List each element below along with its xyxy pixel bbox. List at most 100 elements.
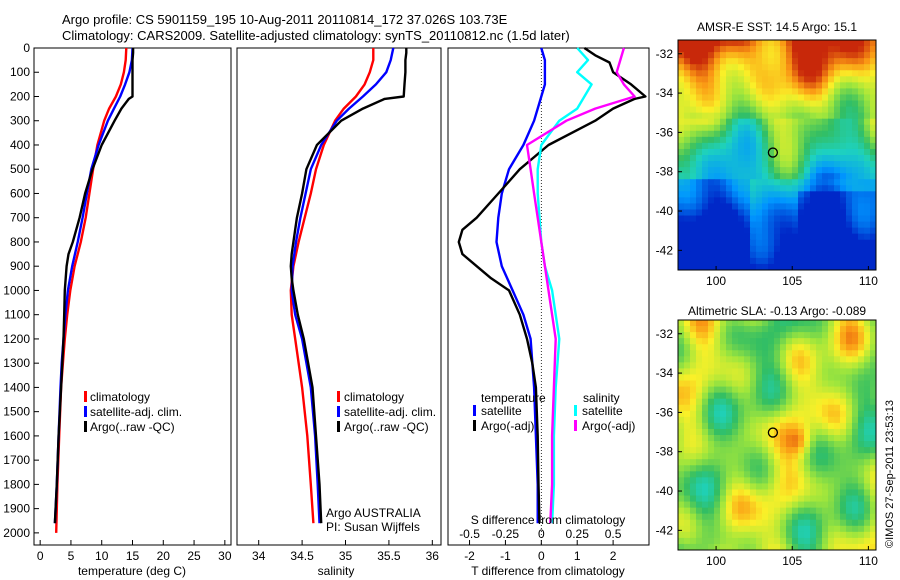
map-cell [738,227,745,235]
map-cell [696,82,703,90]
map-cell [768,495,775,503]
map-cell [738,197,745,205]
map-cell [774,398,781,406]
map-cell [750,245,757,253]
map-cell [714,82,721,90]
map-cell [834,368,841,376]
map-cell [750,161,757,168]
map-cell [678,227,685,235]
map-cell [840,130,847,138]
map-cell [738,46,745,53]
map-cell [756,453,763,460]
map-cell [732,459,739,466]
map-cell [744,155,751,162]
map-cell [864,525,871,533]
map-cell [858,94,865,102]
map-cell [684,398,691,406]
map-cell [714,106,721,114]
map-cell [744,245,751,253]
map-cell [708,513,715,521]
map-cell [822,239,829,247]
map-cell [774,368,781,376]
map-cell [690,477,697,485]
map-cell [804,203,811,211]
map-cell [732,537,739,545]
map-cell [720,386,727,394]
map-cell [822,257,829,265]
map-cell [810,263,817,270]
map-cell [816,100,823,108]
map-cell [732,155,739,162]
map-cell [708,459,715,466]
map-cell [774,100,781,108]
map-cell [834,531,841,539]
map-cell [702,100,709,108]
map-cell [846,88,853,96]
map-cell [678,58,685,65]
map-cell [756,471,763,478]
map-cell [834,185,841,192]
map-cell [714,465,721,472]
map-cell [720,185,727,192]
map-cell [852,441,859,448]
map-cell [792,257,799,265]
map-cell [828,58,835,65]
map-cell [780,82,787,90]
map-cell [828,136,835,144]
map-cell [786,167,793,174]
map-cell [816,82,823,90]
map-cell [702,124,709,132]
map-cell [840,233,847,241]
map-cell [720,471,727,478]
map-cell [870,239,876,247]
map-cell [690,106,697,114]
map-cell [834,227,841,235]
map-cell [774,197,781,205]
map-cell [762,46,769,53]
map-cell [864,221,871,229]
map-cell [810,191,817,198]
map-cell [858,209,865,217]
map-cell [678,398,685,406]
x-tick-label: 10 [95,549,109,563]
map-cell [822,392,829,400]
map-cell [726,118,733,126]
map-cell [816,531,823,539]
map-cell [702,495,709,503]
map-x-tick-label: 110 [859,274,878,288]
map-cell [684,392,691,400]
map-cell [726,173,733,180]
map-cell [798,257,805,265]
map-cell [828,441,835,448]
map-cell [684,209,691,217]
map-cell [678,94,685,102]
map-cell [804,507,811,515]
legend-label-climatology: climatology [344,390,404,404]
map-cell [744,46,751,53]
map-cell [750,441,757,448]
map-cell [768,483,775,491]
map-cell [696,64,703,71]
map-cell [744,338,751,345]
map-cell [828,489,835,497]
map-cell [786,82,793,90]
y-tick-label: 1400 [3,380,30,394]
map-cell [732,58,739,65]
map-cell [714,191,721,198]
map-cell [852,422,859,430]
map-cell [870,453,876,460]
map-cell [708,404,715,412]
map-cell [750,251,757,259]
map-cell [720,118,727,126]
map-cell [786,507,793,515]
map-cell [690,167,697,174]
map-cell [870,197,876,205]
map-cell [696,362,703,370]
map-cell [798,179,805,186]
map-cell [684,263,691,270]
map-cell [750,428,757,436]
map-cell [792,543,799,550]
map-cell [792,142,799,150]
map-cell [840,410,847,418]
map-cell [720,380,727,388]
